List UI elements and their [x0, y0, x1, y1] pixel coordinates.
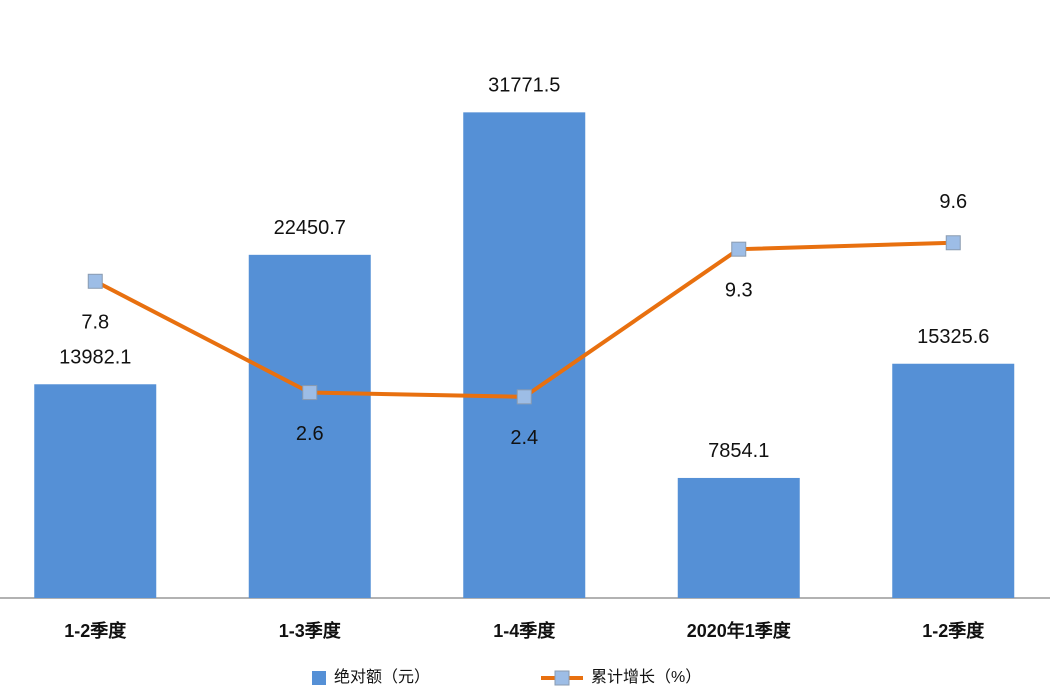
bar [248, 254, 371, 598]
bar [463, 112, 586, 599]
legend-swatch [312, 671, 326, 685]
line-marker [731, 241, 747, 257]
line-value-label: 7.8 [81, 312, 109, 334]
line-marker [945, 235, 961, 251]
x-tick-label: 1-4季度 [493, 620, 556, 641]
bar [677, 477, 800, 598]
bar [892, 363, 1015, 598]
bar [34, 384, 157, 598]
line-value-label: 9.3 [725, 279, 753, 301]
bar-value-label: 13982.1 [59, 347, 131, 369]
line-marker [302, 385, 318, 401]
line-value-label: 9.6 [939, 191, 967, 213]
legend-label: 累计增长（%） [591, 668, 701, 686]
line-marker [87, 273, 103, 289]
x-tick-label: 1-2季度 [922, 620, 985, 641]
line-marker [516, 389, 532, 405]
bar-value-label: 22450.7 [274, 217, 346, 239]
bar-value-label: 7854.1 [708, 440, 769, 462]
legend-label: 绝对额（元） [334, 668, 430, 686]
x-tick-label: 1-3季度 [279, 620, 342, 641]
legend-marker [554, 670, 570, 686]
x-tick-label: 1-2季度 [64, 620, 127, 641]
line-value-label: 2.6 [296, 423, 324, 445]
line-value-label: 2.4 [510, 427, 538, 449]
x-tick-label: 2020年1季度 [687, 620, 792, 641]
bar-value-label: 15325.6 [917, 326, 989, 348]
bar-value-label: 31771.5 [488, 75, 560, 97]
